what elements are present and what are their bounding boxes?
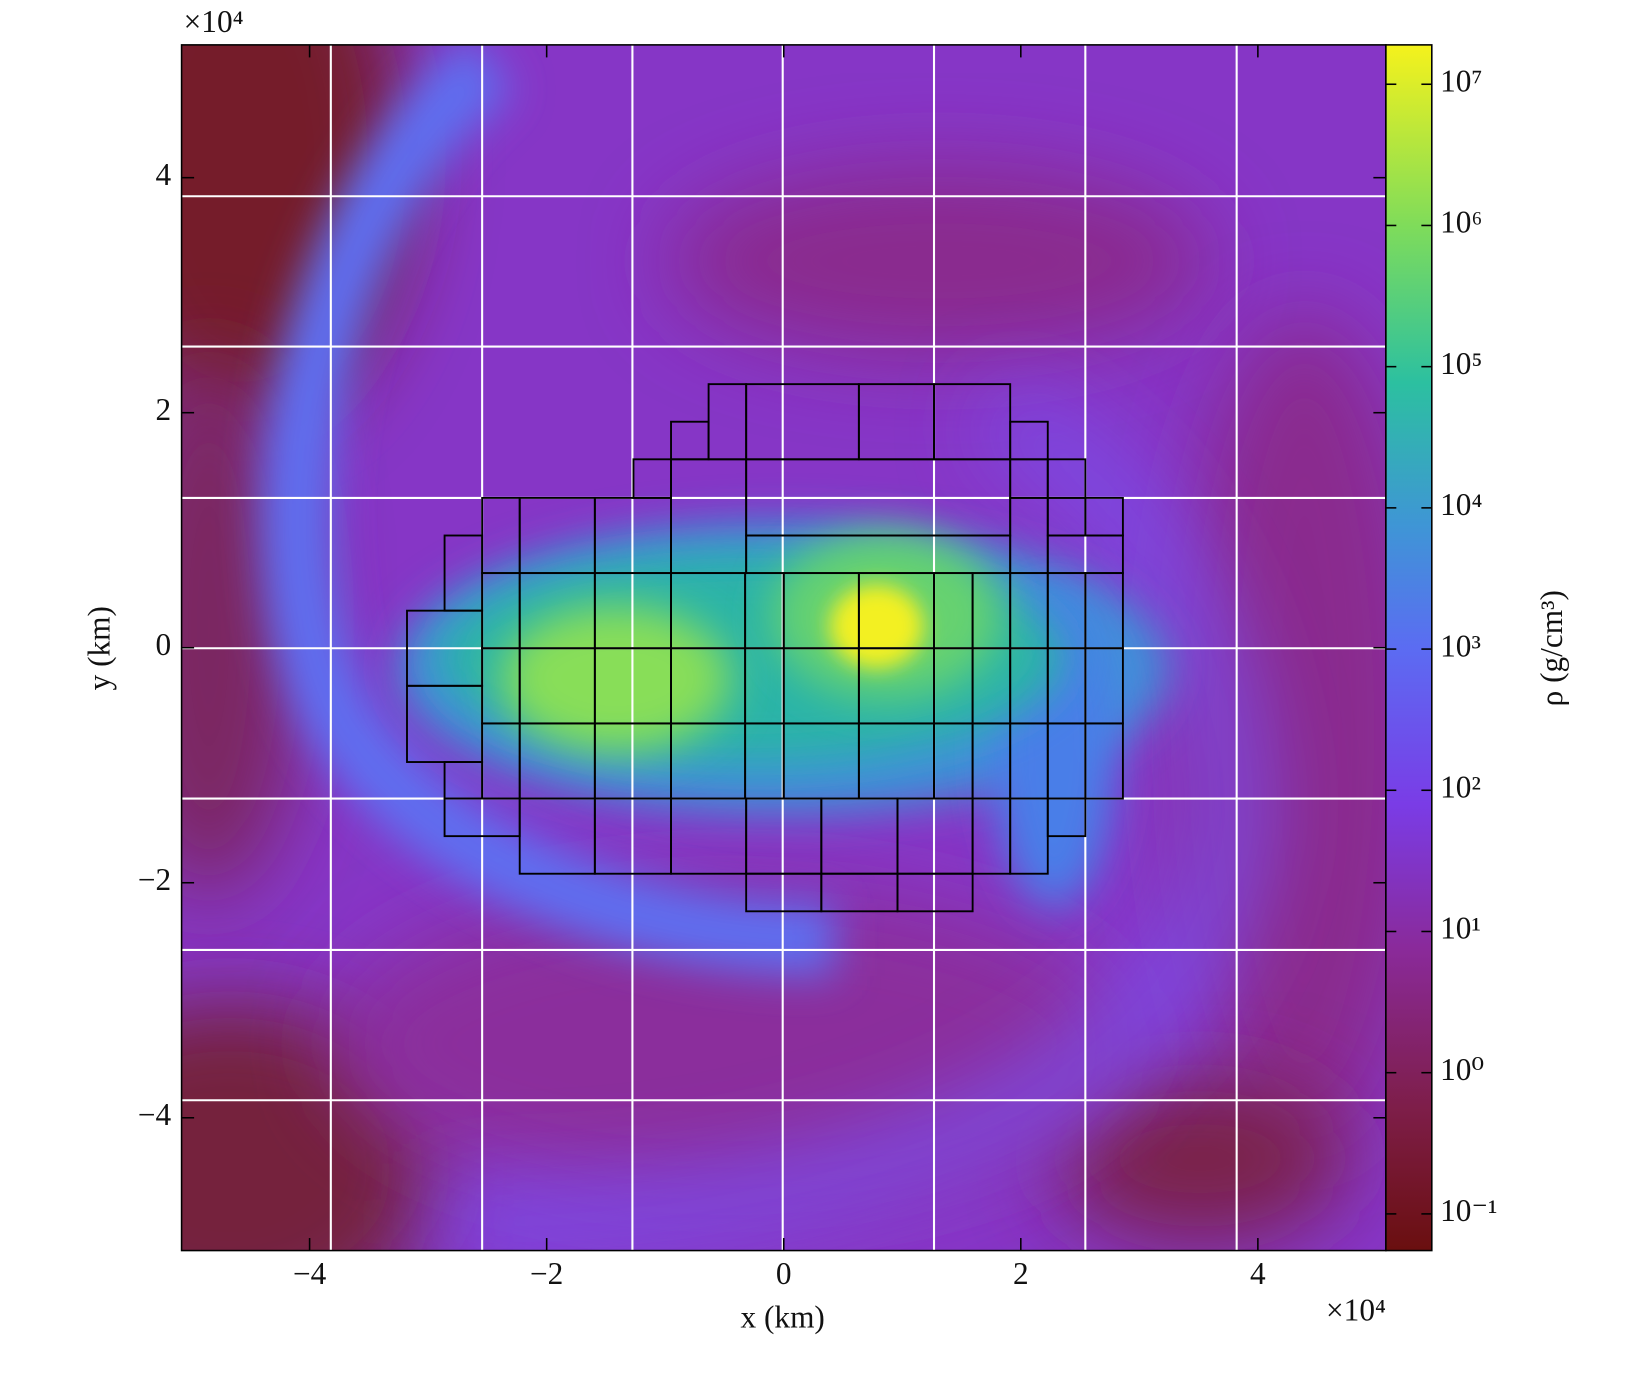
colorbar-tick-label: 10⁵ xyxy=(1440,346,1482,381)
colorbar-tick-label: 10² xyxy=(1440,769,1481,804)
colorbar-tick-label: 10⁶ xyxy=(1440,205,1482,240)
colorbar-tick-label: 10³ xyxy=(1440,628,1481,663)
y-tick-label: 0 xyxy=(155,627,171,662)
colorbar-tick-label: 10⁰ xyxy=(1440,1052,1484,1087)
y-axis-label: y (km) xyxy=(81,606,116,690)
colorbar-label: ρ (g/cm³) xyxy=(1534,590,1569,706)
refinement-block xyxy=(1046,797,1087,838)
x-tick-label: −4 xyxy=(293,1256,327,1291)
y-tick-label: −4 xyxy=(138,1097,172,1132)
x-offset-label: ×10⁴ xyxy=(1326,1292,1386,1327)
x-axis-label: x (km) xyxy=(741,1300,825,1335)
y-offset-label: ×10⁴ xyxy=(184,4,244,39)
y-tick-label: 2 xyxy=(155,392,171,427)
colorbar-tick-label: 10⁷ xyxy=(1440,63,1482,98)
refinement-block xyxy=(1084,722,1124,800)
x-tick-label: −2 xyxy=(530,1256,563,1291)
x-tick-label: 0 xyxy=(776,1256,792,1291)
x-tick-label: 4 xyxy=(1250,1256,1266,1291)
y-tick-label: 4 xyxy=(155,157,171,192)
density-map xyxy=(181,44,1386,1251)
colorbar-tick-label: 10⁴ xyxy=(1440,487,1482,522)
colorbar-tick-label: 10¹ xyxy=(1440,911,1481,946)
colorbar xyxy=(1385,44,1433,1252)
colorbar-tick-label: 10⁻¹ xyxy=(1440,1193,1497,1228)
x-tick-label: 2 xyxy=(1013,1256,1029,1291)
refinement-blocks xyxy=(406,383,1124,913)
refinement-block xyxy=(896,872,974,913)
y-tick-label: −2 xyxy=(138,862,171,897)
